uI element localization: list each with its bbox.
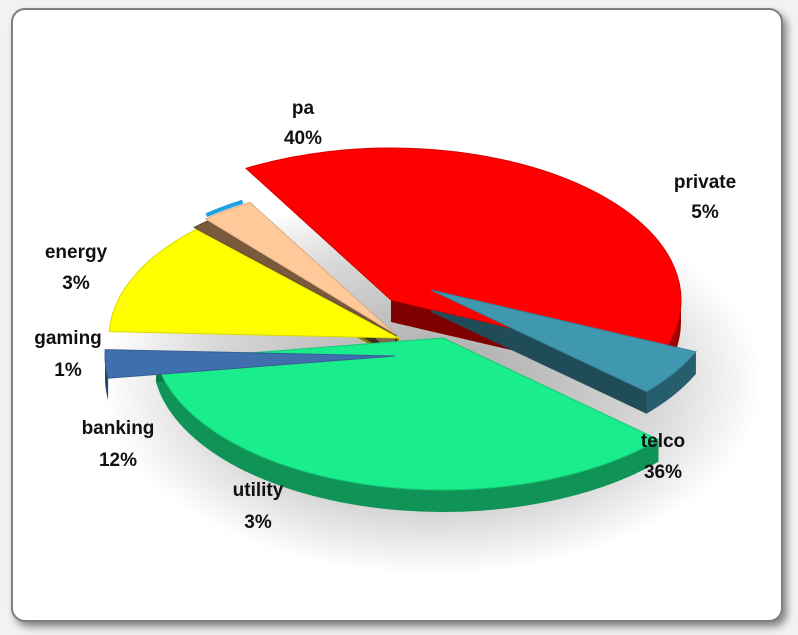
slice-gaming: [193, 220, 398, 337]
slice-value-private: 5%: [691, 202, 719, 223]
slice-telco: [155, 337, 660, 491]
slice-rim-sliver: [205, 199, 244, 218]
slice-label-energy: energy: [45, 242, 108, 263]
slice-value-energy: 3%: [62, 273, 90, 294]
slice-label-private: private: [674, 172, 736, 193]
slice-value-pa: 40%: [284, 128, 322, 149]
pie-tops: [104, 147, 697, 491]
slice-pa: [245, 147, 682, 363]
slice-side-private: [646, 351, 696, 414]
slice-side-telco: [156, 360, 659, 512]
slice-label-telco: telco: [641, 431, 685, 452]
slice-private: [430, 289, 697, 393]
slice-utility: [104, 349, 396, 379]
slice-energy: [204, 201, 396, 335]
slice-label-utility: utility: [233, 480, 284, 501]
slice-label-banking: banking: [82, 418, 155, 439]
pie-labels: pa 40% private 5% energy 3% gaming 1% ba…: [34, 98, 736, 533]
slice-value-utility: 3%: [244, 512, 272, 533]
slice-value-banking: 12%: [99, 450, 137, 471]
slice-label-pa: pa: [292, 98, 315, 119]
slice-value-gaming: 1%: [54, 360, 82, 381]
slice-banking: [108, 228, 400, 339]
slice-label-gaming: gaming: [34, 328, 102, 349]
slice-value-telco: 36%: [644, 462, 682, 483]
slice-side-utility: [105, 356, 109, 401]
pie-chart: pa 40% private 5% energy 3% gaming 1% ba…: [34, 98, 763, 575]
chart-frame: pa 40% private 5% energy 3% gaming 1% ba…: [11, 8, 783, 622]
